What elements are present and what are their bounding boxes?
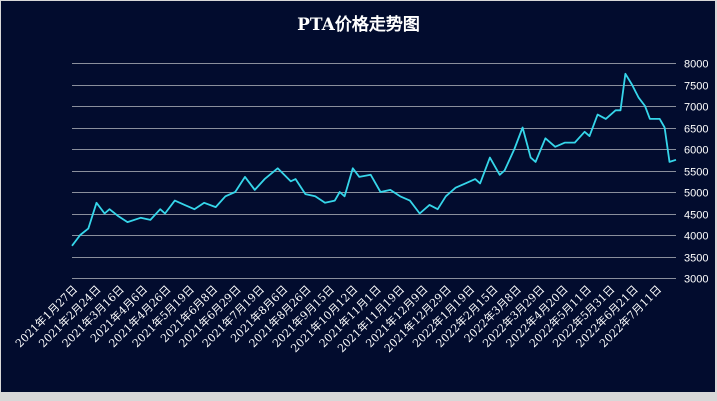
chart-title: PTA价格走势图 xyxy=(297,15,420,35)
y-tick-label: 6000 xyxy=(684,145,708,157)
series-line-pta xyxy=(71,72,677,247)
y-tick-label: 5000 xyxy=(684,188,708,200)
chart-panel xyxy=(1,1,715,392)
y-tick-label: 7500 xyxy=(684,81,708,93)
y-tick-label: 3500 xyxy=(684,253,708,265)
y-tick-label: 8000 xyxy=(684,59,708,71)
y-tick-label: 6500 xyxy=(684,124,708,136)
y-tick-label: 7000 xyxy=(684,102,708,114)
y-tick-label: 3000 xyxy=(684,274,708,286)
y-tick-label: 4500 xyxy=(684,210,708,222)
y-tick-label: 5500 xyxy=(684,167,708,179)
y-tick-label: 4000 xyxy=(684,231,708,243)
